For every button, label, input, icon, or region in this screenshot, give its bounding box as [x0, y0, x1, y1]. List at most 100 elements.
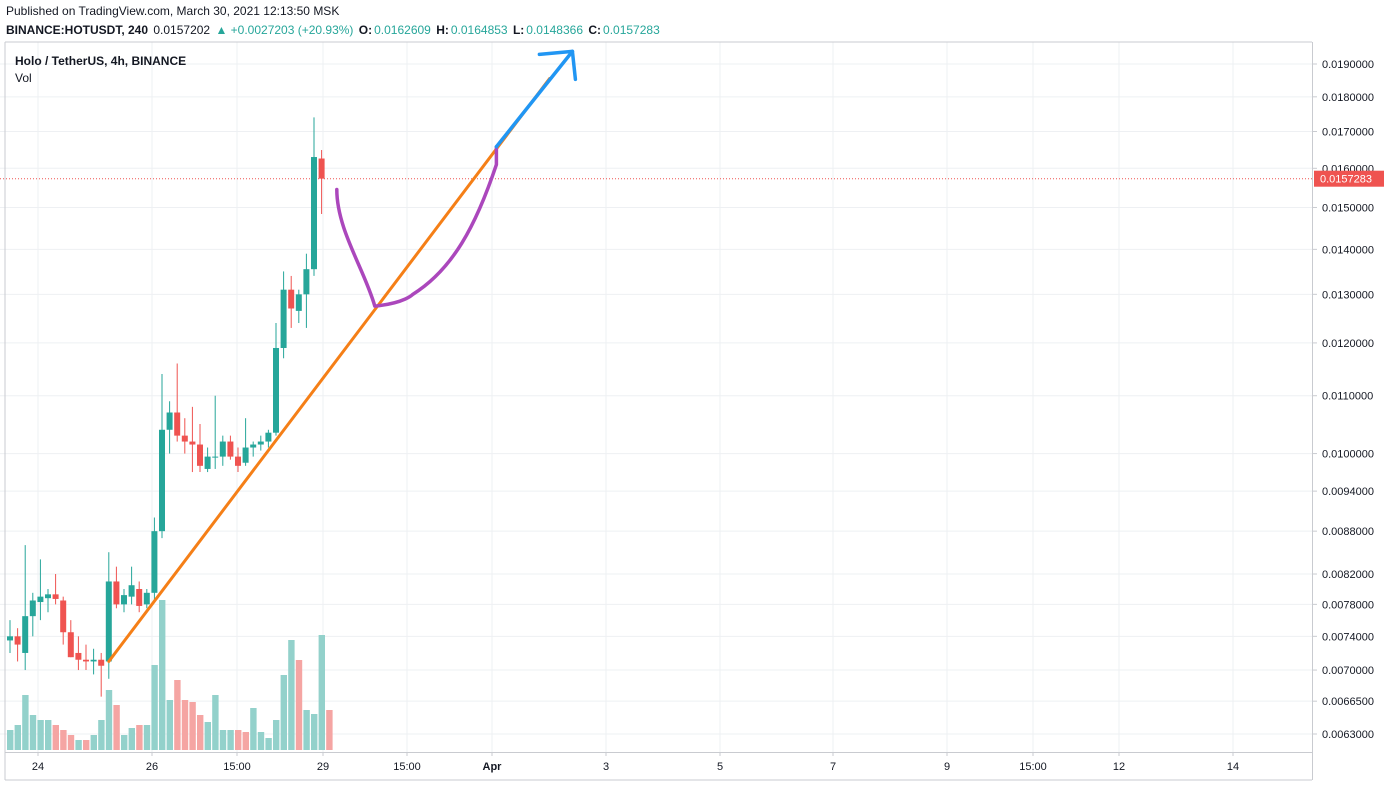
price-tick-label: 0.0180000 [1322, 92, 1374, 104]
time-tick-label: 29 [317, 761, 329, 773]
volume-bar [204, 722, 211, 750]
price-tick-label: 0.0070000 [1322, 665, 1374, 677]
volume-bar [7, 730, 14, 750]
price-tick-label: 0.0110000 [1322, 391, 1373, 403]
price-tick-label: 0.0170000 [1322, 127, 1374, 139]
candle-body [250, 444, 257, 448]
volume-bar [295, 660, 303, 750]
volume-bar [189, 702, 196, 750]
volume-bar [219, 730, 227, 750]
last-price: 0.0157202 [153, 23, 211, 37]
candle-body [235, 456, 241, 466]
candle-body [75, 652, 82, 660]
close-label: C: [588, 23, 602, 37]
volume-bar [257, 732, 265, 750]
candle-body [37, 596, 44, 603]
last-price-label: 0.0157283 [1320, 174, 1372, 186]
candle-body [60, 600, 67, 633]
volume-bar [318, 635, 325, 750]
volume-bar [136, 725, 143, 750]
candle-body [143, 592, 150, 605]
volume-bar [52, 725, 59, 750]
candle-body [197, 444, 203, 466]
price-tick-label: 0.0088000 [1322, 526, 1374, 538]
volume-bar [280, 675, 287, 750]
candle-body [45, 594, 51, 599]
time-tick-label: 15:00 [1019, 761, 1047, 773]
candle-body [189, 441, 196, 445]
volume-bar [288, 640, 295, 750]
last-price-badge [1314, 170, 1384, 187]
volume-bar [227, 730, 234, 750]
price-tick-label: 0.0094000 [1322, 486, 1374, 498]
volume-bar [303, 710, 310, 750]
price-tick-label: 0.0066500 [1322, 696, 1374, 708]
price-change: ▲ +0.0027203 (+20.93%) [215, 23, 354, 37]
candle-body [52, 594, 59, 599]
volume-bar [166, 700, 173, 750]
volume-bar [159, 600, 166, 750]
time-tick-label: 7 [830, 761, 836, 773]
candle-body [159, 429, 165, 532]
candle-body [212, 456, 219, 458]
price-tick-label: 0.0063000 [1322, 729, 1374, 741]
price-tick-label: 0.0074000 [1322, 631, 1374, 643]
candle-body [22, 616, 29, 653]
time-tick-label: 3 [603, 761, 609, 773]
volume-bar [311, 714, 318, 750]
time-tick-label: 26 [146, 761, 158, 773]
volume-bar [14, 725, 21, 750]
high-value: 0.0164853 [450, 23, 508, 37]
volume-bar [181, 700, 189, 750]
volume-bar [60, 730, 67, 750]
close-value: 0.0157283 [603, 23, 660, 37]
volume-bar [242, 732, 249, 750]
volume-bar [265, 738, 272, 750]
volume-bar [75, 740, 82, 750]
candle-body [128, 585, 135, 597]
candle-body [181, 435, 188, 442]
candle-body [67, 632, 74, 658]
candle-body [273, 347, 279, 433]
candle-body [303, 269, 310, 295]
projection-curve [335, 144, 499, 308]
candle-body [280, 289, 287, 348]
time-tick-label: 15:00 [393, 761, 421, 773]
volume-bars [7, 600, 333, 750]
candle-body [121, 595, 127, 605]
candle-body [288, 289, 295, 309]
candle-body [174, 412, 181, 436]
candle-body [29, 600, 36, 617]
volume-bar [121, 735, 128, 750]
candle-body [257, 441, 264, 445]
price-tick-label: 0.0190000 [1322, 59, 1374, 71]
trendline [107, 77, 552, 663]
volume-bar [143, 725, 151, 750]
candle-body [265, 432, 272, 442]
candle-body [318, 158, 325, 179]
symbol-ohlc-line: BINANCE:HOTUSDT, 240 0.0157202 ▲ +0.0027… [6, 23, 662, 37]
drawings [107, 49, 578, 663]
candle-body [14, 636, 21, 645]
high-label: H: [436, 23, 449, 37]
volume-bar [113, 705, 120, 750]
volume-bar [98, 720, 105, 750]
candle-body [105, 581, 112, 662]
time-tick-label: 9 [944, 761, 950, 773]
candle-body [242, 447, 249, 463]
candle-body [204, 456, 211, 469]
time-tick-label: 12 [1113, 761, 1125, 773]
volume-legend: Vol [15, 71, 32, 85]
volume-bar [212, 695, 219, 750]
candle-body [311, 157, 317, 270]
price-tick-label: 0.0120000 [1322, 338, 1374, 350]
candlesticks [7, 117, 325, 697]
price-tick-label: 0.0140000 [1322, 244, 1374, 256]
symbol-label: BINANCE:HOTUSDT, 240 [6, 23, 149, 37]
candle-body [7, 636, 13, 641]
chart-grid [0, 42, 1312, 752]
chart-legend-title: Holo / TetherUS, 4h, BINANCE [15, 54, 187, 68]
price-tick-label: 0.0082000 [1322, 569, 1374, 581]
